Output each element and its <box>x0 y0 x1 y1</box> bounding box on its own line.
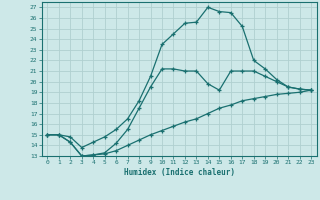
X-axis label: Humidex (Indice chaleur): Humidex (Indice chaleur) <box>124 168 235 177</box>
